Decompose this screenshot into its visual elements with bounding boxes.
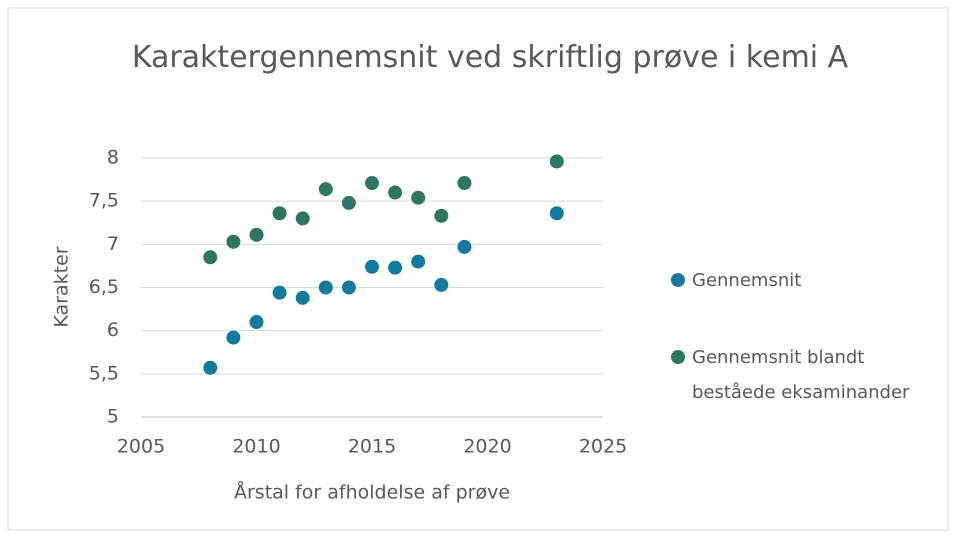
x-tick-label: 2015	[348, 436, 396, 458]
point	[272, 285, 287, 300]
x-tick-label: 2010	[232, 436, 280, 458]
legend-marker	[671, 273, 685, 287]
point	[295, 290, 310, 305]
point	[226, 330, 241, 345]
y-tick-label: 6	[107, 319, 119, 341]
y-tick-label: 5,5	[89, 362, 119, 384]
point	[341, 195, 356, 210]
point	[434, 277, 449, 292]
legend-label: Gennemsnit	[692, 270, 802, 291]
x-axis-label: Årstal for afholdelse af prøve	[234, 481, 510, 504]
point	[249, 315, 264, 330]
point	[411, 190, 426, 205]
point	[203, 250, 218, 265]
point	[226, 234, 241, 249]
point	[434, 208, 449, 223]
point	[549, 206, 564, 221]
point	[388, 260, 403, 275]
point	[318, 280, 333, 295]
point	[365, 259, 379, 274]
point	[249, 227, 264, 242]
point	[272, 206, 287, 221]
y-tick-label: 5	[107, 406, 119, 428]
point	[549, 154, 564, 169]
chart-title: Karaktergennemsnit ved skriftlig prøve i…	[131, 40, 849, 75]
point	[203, 360, 218, 375]
x-tick-label: 2025	[579, 436, 627, 458]
y-tick-label: 7	[107, 233, 119, 255]
y-tick-label: 8	[107, 147, 119, 169]
point	[341, 280, 356, 295]
legend-marker	[671, 350, 685, 364]
point	[411, 254, 426, 269]
point	[457, 176, 472, 191]
point	[388, 185, 403, 200]
point	[365, 176, 379, 191]
y-axis-label: Karakter	[51, 246, 73, 327]
x-tick-label: 2005	[117, 436, 165, 458]
point	[457, 239, 472, 254]
frame	[7, 7, 949, 531]
y-tick-label: 6,5	[89, 276, 119, 298]
x-tick-label: 2020	[463, 436, 511, 458]
y-tick-label: 7,5	[89, 190, 119, 212]
point	[318, 182, 333, 197]
point	[295, 211, 310, 226]
legend-label: Gennemsnit blandt beståede eksaminander	[692, 347, 910, 403]
